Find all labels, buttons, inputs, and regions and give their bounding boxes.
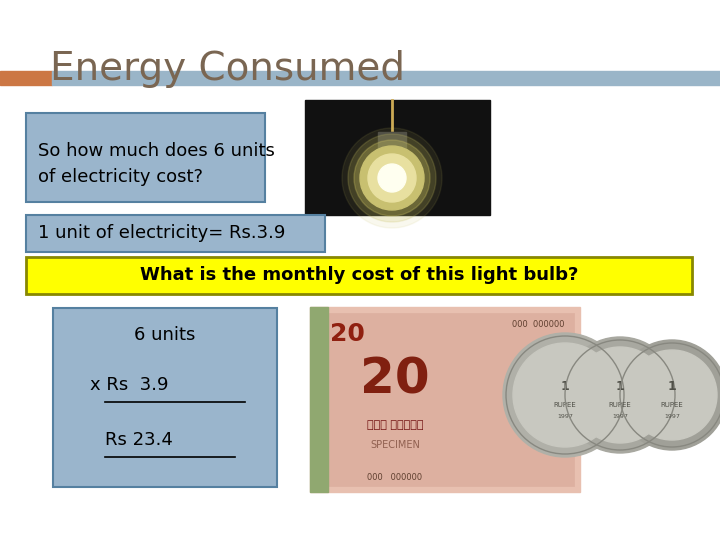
FancyBboxPatch shape xyxy=(26,113,265,202)
FancyBboxPatch shape xyxy=(26,257,692,294)
Text: 1: 1 xyxy=(616,381,624,394)
Circle shape xyxy=(378,164,406,192)
Text: x Rs  3.9: x Rs 3.9 xyxy=(90,376,168,394)
Text: 20: 20 xyxy=(330,322,365,346)
Bar xyxy=(305,100,490,215)
Text: 6 units: 6 units xyxy=(135,326,196,344)
Text: Rs 23.4: Rs 23.4 xyxy=(105,431,173,449)
Text: RUPEE: RUPEE xyxy=(608,402,631,408)
Text: 1997: 1997 xyxy=(557,415,573,420)
Bar xyxy=(316,313,574,486)
Text: बीस रुपये: बीस रुपये xyxy=(366,420,423,430)
Circle shape xyxy=(562,337,678,453)
Text: 20: 20 xyxy=(360,356,430,404)
Circle shape xyxy=(617,340,720,450)
Text: 1997: 1997 xyxy=(664,415,680,420)
Circle shape xyxy=(572,347,668,443)
FancyBboxPatch shape xyxy=(26,215,325,252)
FancyBboxPatch shape xyxy=(53,308,277,487)
Circle shape xyxy=(513,343,617,447)
Text: 1: 1 xyxy=(561,381,570,394)
Text: 000  000000: 000 000000 xyxy=(513,320,565,329)
Text: So how much does 6 units
of electricity cost?: So how much does 6 units of electricity … xyxy=(38,142,275,186)
Text: 1: 1 xyxy=(667,381,676,394)
Circle shape xyxy=(342,128,442,228)
Bar xyxy=(378,132,406,150)
Text: RUPEE: RUPEE xyxy=(661,402,683,408)
Text: Energy Consumed: Energy Consumed xyxy=(50,50,405,88)
Text: What is the monthly cost of this light bulb?: What is the monthly cost of this light b… xyxy=(140,266,578,284)
Circle shape xyxy=(368,154,416,202)
Bar xyxy=(310,307,580,492)
Text: RUPEE: RUPEE xyxy=(554,402,577,408)
Bar xyxy=(52,71,720,85)
Bar xyxy=(310,307,328,492)
Text: 000   000000: 000 000000 xyxy=(367,473,423,482)
Bar xyxy=(0,71,52,85)
Circle shape xyxy=(354,140,430,216)
Circle shape xyxy=(360,146,424,210)
Text: 1997: 1997 xyxy=(612,415,628,420)
Circle shape xyxy=(348,134,436,222)
Text: SPECIMEN: SPECIMEN xyxy=(370,440,420,450)
Circle shape xyxy=(503,333,627,457)
Circle shape xyxy=(627,350,717,440)
Text: 1 unit of electricity= Rs.3.9: 1 unit of electricity= Rs.3.9 xyxy=(38,224,285,242)
